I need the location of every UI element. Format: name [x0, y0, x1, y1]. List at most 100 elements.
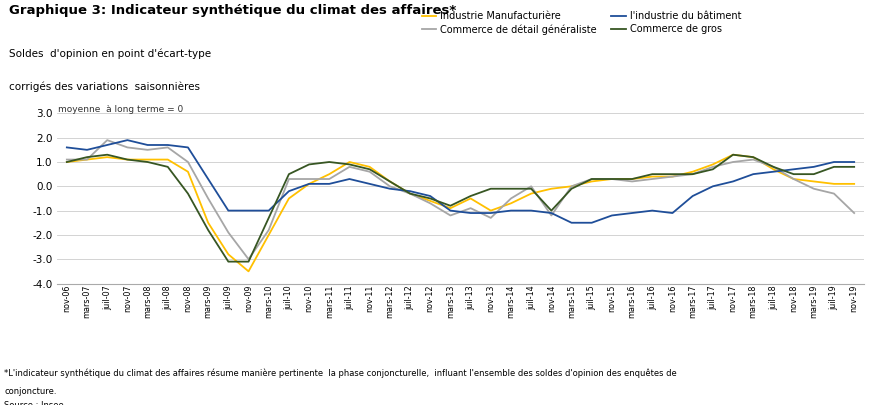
Commerce de détail généraliste [687, 172, 698, 177]
Industrie Manufacturière [788, 177, 799, 181]
Industrie Manufacturière [485, 208, 496, 213]
Line: Commerce de détail généraliste: Commerce de détail généraliste [67, 140, 854, 259]
l'industrie du bâtiment [647, 208, 657, 213]
Commerce de gros [627, 177, 637, 181]
l'industrie du bâtiment [808, 164, 819, 169]
Line: Commerce de gros: Commerce de gros [67, 155, 854, 262]
Industrie Manufacturière [284, 196, 294, 201]
Commerce de gros [748, 155, 759, 160]
Commerce de gros [768, 164, 779, 169]
l'industrie du bâtiment [102, 143, 113, 147]
Industrie Manufacturière [324, 172, 334, 177]
Industrie Manufacturière [385, 179, 395, 184]
Commerce de détail généraliste [344, 164, 354, 169]
Industrie Manufacturière [223, 252, 234, 257]
l'industrie du bâtiment [587, 220, 597, 225]
Text: Soldes  d'opinion en point d'écart-type: Soldes d'opinion en point d'écart-type [9, 49, 211, 59]
Commerce de détail généraliste [304, 177, 314, 181]
l'industrie du bâtiment [445, 208, 456, 213]
Commerce de gros [647, 172, 657, 177]
Industrie Manufacturière [647, 174, 657, 179]
l'industrie du bâtiment [627, 211, 637, 215]
l'industrie du bâtiment [122, 138, 133, 143]
Industrie Manufacturière [122, 157, 133, 162]
Commerce de gros [607, 177, 617, 181]
Industrie Manufacturière [728, 152, 739, 157]
Commerce de gros [82, 155, 93, 160]
l'industrie du bâtiment [768, 169, 779, 174]
l'industrie du bâtiment [667, 211, 677, 215]
Commerce de détail généraliste [122, 145, 133, 150]
Industrie Manufacturière [546, 186, 557, 191]
Commerce de détail généraliste [284, 177, 294, 181]
l'industrie du bâtiment [485, 211, 496, 215]
Industrie Manufacturière [62, 160, 72, 164]
Commerce de gros [264, 215, 274, 220]
l'industrie du bâtiment [244, 208, 254, 213]
Industrie Manufacturière [748, 155, 759, 160]
Line: Industrie Manufacturière: Industrie Manufacturière [67, 155, 854, 271]
Commerce de gros [385, 179, 395, 184]
Industrie Manufacturière [344, 160, 354, 164]
Commerce de gros [364, 167, 375, 172]
l'industrie du bâtiment [788, 167, 799, 172]
Industrie Manufacturière [142, 157, 153, 162]
Commerce de détail généraliste [364, 169, 375, 174]
Commerce de détail généraliste [768, 164, 779, 169]
Commerce de gros [62, 160, 72, 164]
Commerce de gros [526, 186, 536, 191]
Commerce de détail généraliste [546, 213, 557, 218]
l'industrie du bâtiment [728, 179, 739, 184]
Industrie Manufacturière [465, 196, 476, 201]
Industrie Manufacturière [102, 155, 113, 160]
Commerce de détail généraliste [485, 215, 496, 220]
l'industrie du bâtiment [344, 177, 354, 181]
Text: moyenne  à long terme = 0: moyenne à long terme = 0 [58, 105, 183, 114]
Commerce de détail généraliste [62, 157, 72, 162]
Industrie Manufacturière [82, 157, 93, 162]
l'industrie du bâtiment [546, 211, 557, 215]
Industrie Manufacturière [587, 179, 597, 184]
Industrie Manufacturière [849, 181, 859, 186]
Commerce de gros [567, 186, 577, 191]
Commerce de détail généraliste [708, 164, 718, 169]
l'industrie du bâtiment [364, 181, 375, 186]
Commerce de détail généraliste [647, 177, 657, 181]
Industrie Manufacturière [627, 177, 637, 181]
Commerce de détail généraliste [667, 174, 677, 179]
Text: Graphique 3: Indicateur synthétique du climat des affaires*: Graphique 3: Indicateur synthétique du c… [9, 4, 456, 17]
l'industrie du bâtiment [465, 211, 476, 215]
Commerce de gros [587, 177, 597, 181]
Industrie Manufacturière [364, 164, 375, 169]
Commerce de détail généraliste [445, 213, 456, 218]
l'industrie du bâtiment [748, 172, 759, 177]
Industrie Manufacturière [768, 167, 779, 172]
Industrie Manufacturière [808, 179, 819, 184]
Commerce de gros [203, 228, 213, 232]
Commerce de détail généraliste [223, 230, 234, 235]
Commerce de gros [223, 259, 234, 264]
Commerce de gros [828, 164, 839, 169]
Commerce de gros [505, 186, 516, 191]
Commerce de détail généraliste [142, 147, 153, 152]
Industrie Manufacturière [244, 269, 254, 274]
Commerce de détail généraliste [244, 257, 254, 262]
Commerce de détail généraliste [162, 145, 173, 150]
Industrie Manufacturière [162, 157, 173, 162]
Commerce de gros [344, 162, 354, 167]
Industrie Manufacturière [505, 201, 516, 206]
l'industrie du bâtiment [203, 177, 213, 181]
l'industrie du bâtiment [304, 181, 314, 186]
Commerce de gros [465, 194, 476, 198]
l'industrie du bâtiment [223, 208, 234, 213]
Text: *L'indicateur synthétique du climat des affaires résume manière pertinente  la p: *L'indicateur synthétique du climat des … [4, 369, 677, 378]
l'industrie du bâtiment [526, 208, 536, 213]
Commerce de détail généraliste [607, 177, 617, 181]
Industrie Manufacturière [405, 191, 416, 196]
l'industrie du bâtiment [324, 181, 334, 186]
Industrie Manufacturière [607, 177, 617, 181]
Industrie Manufacturière [425, 198, 436, 203]
Commerce de gros [142, 160, 153, 164]
Commerce de détail généraliste [82, 157, 93, 162]
Line: l'industrie du bâtiment: l'industrie du bâtiment [67, 140, 854, 223]
